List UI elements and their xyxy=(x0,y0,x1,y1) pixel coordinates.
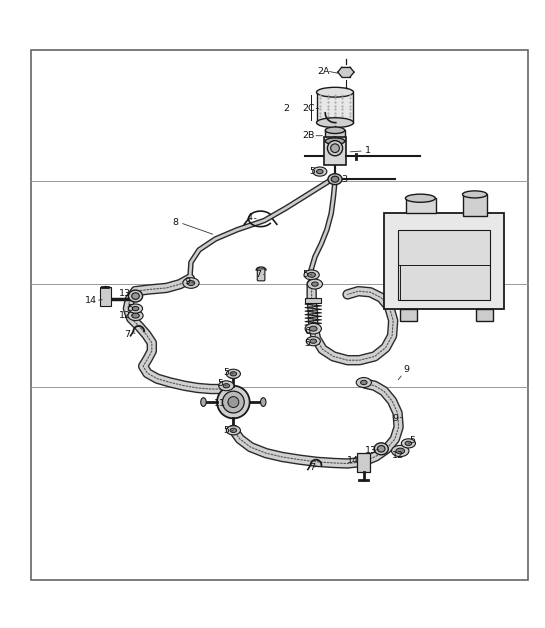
Text: 8: 8 xyxy=(172,218,178,227)
Ellipse shape xyxy=(405,194,435,202)
Text: 5: 5 xyxy=(302,271,308,279)
Text: 9: 9 xyxy=(184,277,190,286)
Ellipse shape xyxy=(223,384,229,388)
Ellipse shape xyxy=(463,191,487,198)
Ellipse shape xyxy=(317,170,323,174)
Text: 5: 5 xyxy=(223,426,229,435)
Text: 9: 9 xyxy=(392,414,398,423)
Ellipse shape xyxy=(317,118,354,127)
Bar xyxy=(324,138,346,165)
Bar xyxy=(325,130,345,141)
Ellipse shape xyxy=(331,176,339,182)
Text: 5: 5 xyxy=(217,379,223,388)
Ellipse shape xyxy=(310,326,317,331)
Bar xyxy=(405,198,435,214)
Ellipse shape xyxy=(325,138,345,144)
Text: 7: 7 xyxy=(255,270,261,279)
Text: 5: 5 xyxy=(409,436,415,445)
FancyBboxPatch shape xyxy=(257,269,265,281)
Text: 5: 5 xyxy=(309,167,315,176)
Bar xyxy=(397,230,490,300)
Text: 5: 5 xyxy=(223,368,229,377)
Ellipse shape xyxy=(312,282,318,286)
Text: 3: 3 xyxy=(342,175,348,184)
Text: 12: 12 xyxy=(119,311,131,320)
Circle shape xyxy=(217,386,250,418)
Polygon shape xyxy=(338,67,354,77)
Bar xyxy=(384,214,504,308)
Text: 2C: 2C xyxy=(302,104,315,113)
Text: 9: 9 xyxy=(403,365,409,374)
Text: 13: 13 xyxy=(365,447,377,455)
Ellipse shape xyxy=(378,445,385,452)
Text: 14: 14 xyxy=(85,296,97,305)
Bar xyxy=(463,195,487,216)
Text: 5: 5 xyxy=(304,339,310,349)
Ellipse shape xyxy=(261,398,266,406)
Text: 7: 7 xyxy=(125,330,131,339)
Text: 12: 12 xyxy=(392,451,404,460)
Ellipse shape xyxy=(401,439,415,448)
Text: 5: 5 xyxy=(127,304,133,313)
Ellipse shape xyxy=(328,174,342,185)
Text: 1: 1 xyxy=(365,146,371,155)
Text: 2A: 2A xyxy=(317,67,330,75)
Ellipse shape xyxy=(229,425,238,431)
Text: 4: 4 xyxy=(247,213,253,222)
Ellipse shape xyxy=(183,278,199,288)
Ellipse shape xyxy=(230,428,237,433)
Bar xyxy=(476,308,493,320)
Bar xyxy=(358,453,371,472)
Ellipse shape xyxy=(129,290,143,302)
Ellipse shape xyxy=(317,87,354,97)
Bar xyxy=(305,298,322,303)
Ellipse shape xyxy=(391,445,409,457)
Circle shape xyxy=(228,397,239,408)
Ellipse shape xyxy=(396,448,404,454)
Ellipse shape xyxy=(128,311,143,320)
Ellipse shape xyxy=(132,306,139,311)
Ellipse shape xyxy=(305,323,322,334)
Bar xyxy=(400,308,416,320)
Text: 11: 11 xyxy=(214,399,226,408)
Ellipse shape xyxy=(331,144,340,153)
Ellipse shape xyxy=(201,398,206,406)
Circle shape xyxy=(222,391,244,413)
Ellipse shape xyxy=(405,441,411,445)
Bar xyxy=(317,92,354,122)
Ellipse shape xyxy=(308,273,316,278)
Ellipse shape xyxy=(361,381,367,384)
Text: 2B: 2B xyxy=(302,131,315,140)
Ellipse shape xyxy=(187,281,195,286)
Ellipse shape xyxy=(226,369,240,379)
Ellipse shape xyxy=(219,381,234,391)
Text: 14: 14 xyxy=(347,457,359,465)
Text: 2: 2 xyxy=(283,104,289,113)
Ellipse shape xyxy=(328,141,343,156)
Ellipse shape xyxy=(129,304,143,313)
Ellipse shape xyxy=(226,426,240,435)
Ellipse shape xyxy=(325,127,345,134)
Ellipse shape xyxy=(304,270,319,280)
Ellipse shape xyxy=(306,337,320,346)
Text: 13: 13 xyxy=(119,289,131,298)
Text: 7: 7 xyxy=(310,463,316,472)
Ellipse shape xyxy=(229,373,238,379)
Ellipse shape xyxy=(374,443,388,455)
Ellipse shape xyxy=(132,293,140,300)
Bar xyxy=(100,288,111,306)
Ellipse shape xyxy=(313,167,327,176)
Ellipse shape xyxy=(307,279,323,289)
Ellipse shape xyxy=(230,372,237,376)
Ellipse shape xyxy=(310,339,317,344)
Text: 6: 6 xyxy=(304,327,310,336)
Ellipse shape xyxy=(132,313,140,318)
Ellipse shape xyxy=(356,377,372,387)
